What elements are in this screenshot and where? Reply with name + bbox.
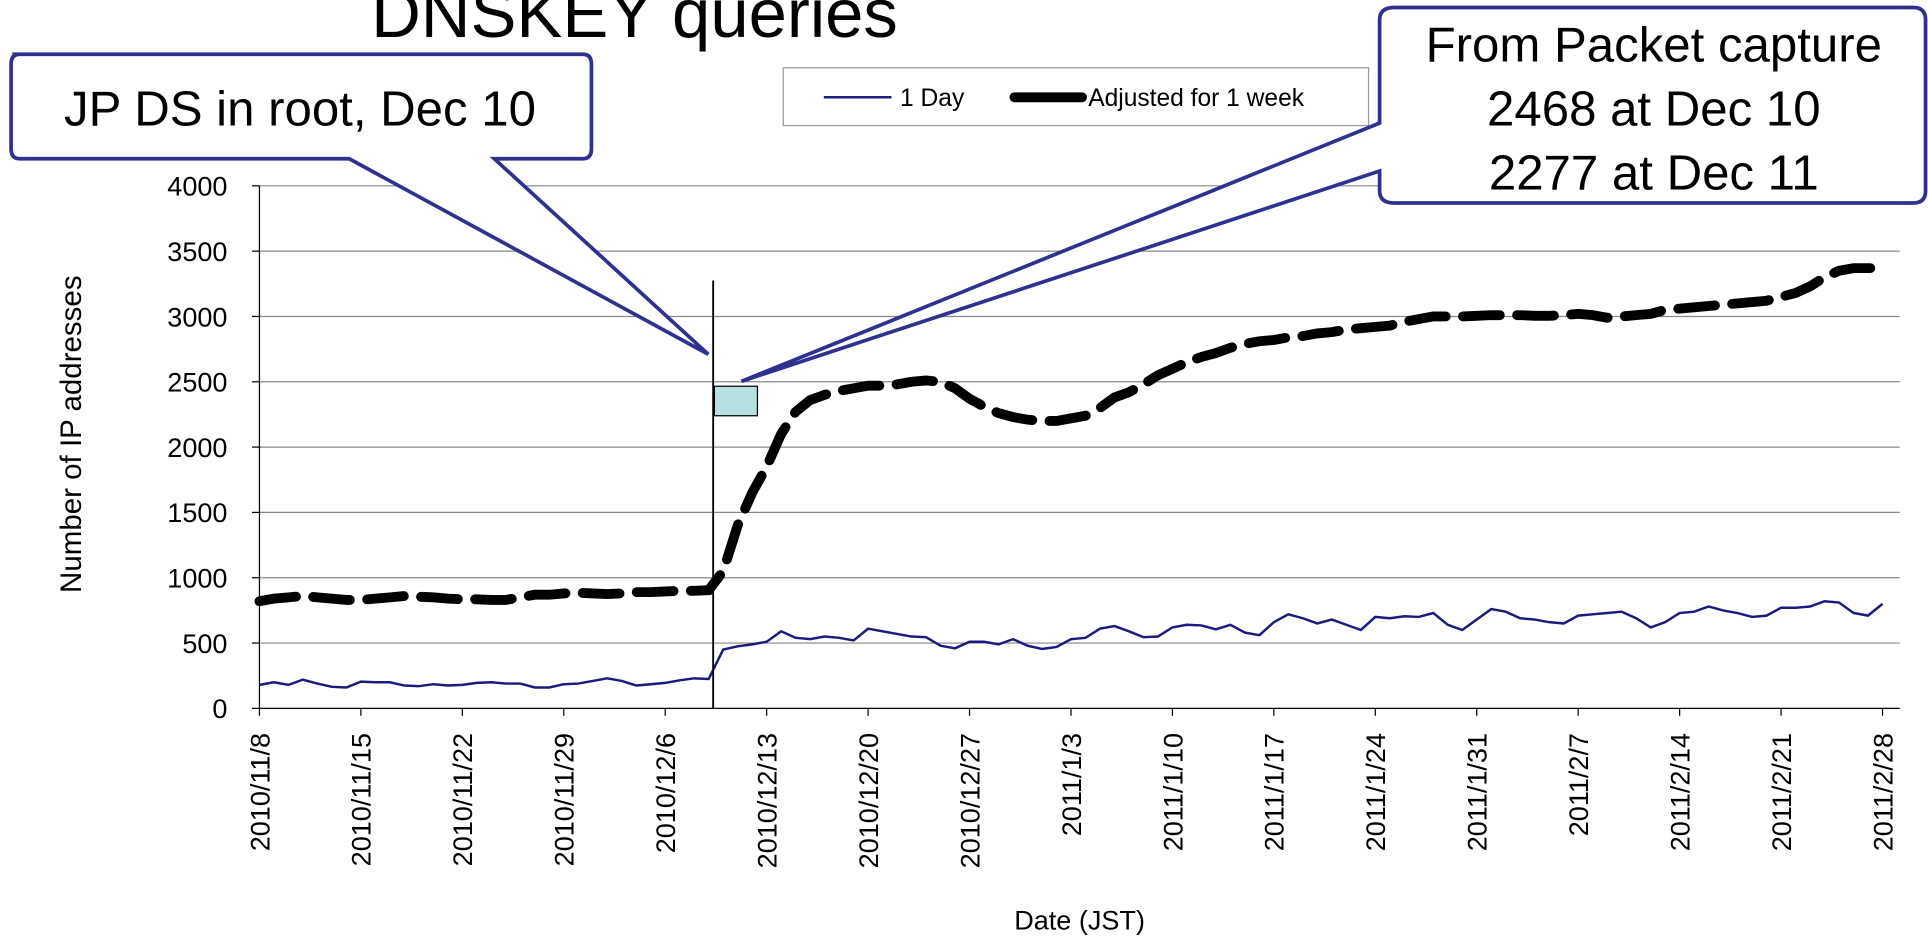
y-tick-label: 1000 <box>167 564 227 594</box>
y-tick-label: 3500 <box>167 237 227 267</box>
x-axis-label: Date (JST) <box>1014 906 1145 936</box>
y-tick-label: 500 <box>182 629 227 659</box>
x-tick-label: 2011/1/24 <box>1361 733 1391 851</box>
x-tick-label: 2011/2/14 <box>1665 733 1695 851</box>
x-tick-label: 2011/1/31 <box>1463 733 1493 851</box>
callout-right <box>740 5 1928 384</box>
callout-left <box>9 52 710 356</box>
x-tick-label: 2010/11/29 <box>550 733 580 866</box>
legend-label: Adjusted for 1 week <box>1088 85 1305 112</box>
x-tick-label: 2011/2/7 <box>1564 733 1594 836</box>
y-tick-label: 1500 <box>167 498 227 528</box>
y-tick-label: 0 <box>212 694 227 724</box>
highlight-box <box>713 385 759 417</box>
x-tick-label: 2011/1/3 <box>1057 733 1087 836</box>
x-tick-label: 2010/11/8 <box>245 733 275 851</box>
x-tick-label: 2011/1/17 <box>1260 733 1290 851</box>
y-tick-label: 2000 <box>167 433 227 463</box>
chart-title: DNSKEY queries <box>371 0 898 52</box>
y-tick-label: 2500 <box>167 368 227 398</box>
series-line <box>254 263 1888 607</box>
y-tick-label: 4000 <box>167 172 227 202</box>
legend-label: 1 Day <box>900 85 965 112</box>
x-tick-label: 2010/12/27 <box>955 733 985 868</box>
x-tick-label: 2010/12/20 <box>854 733 884 868</box>
x-tick-label: 2010/11/22 <box>448 733 478 866</box>
x-tick-label: 2010/11/15 <box>347 733 377 866</box>
legend-items: 1 Day Adjusted for 1 week <box>823 85 1305 112</box>
x-tick-label: 2011/2/21 <box>1767 733 1797 851</box>
callout-text: 2277 at Dec 11 <box>1489 145 1819 200</box>
callout-text: JP DS in root, Dec 10 <box>64 82 536 137</box>
series-line <box>259 600 1884 689</box>
plot-area: 0 500 1000 1500 2000 2500 3000 3500 4000 2010/11/… <box>167 172 1900 868</box>
callout-text: 2468 at Dec 10 <box>1487 82 1821 137</box>
x-tick-label: 2010/12/6 <box>651 733 681 853</box>
x-tick-label: 2011/1/10 <box>1158 733 1188 851</box>
y-tick-label: 3000 <box>167 302 227 332</box>
x-tick-label: 2011/2/28 <box>1868 733 1898 851</box>
callout-text: From Packet capture <box>1426 18 1882 73</box>
y-axis-label: Number of IP addresses <box>55 275 88 593</box>
x-tick-label: 2010/12/13 <box>752 733 782 868</box>
